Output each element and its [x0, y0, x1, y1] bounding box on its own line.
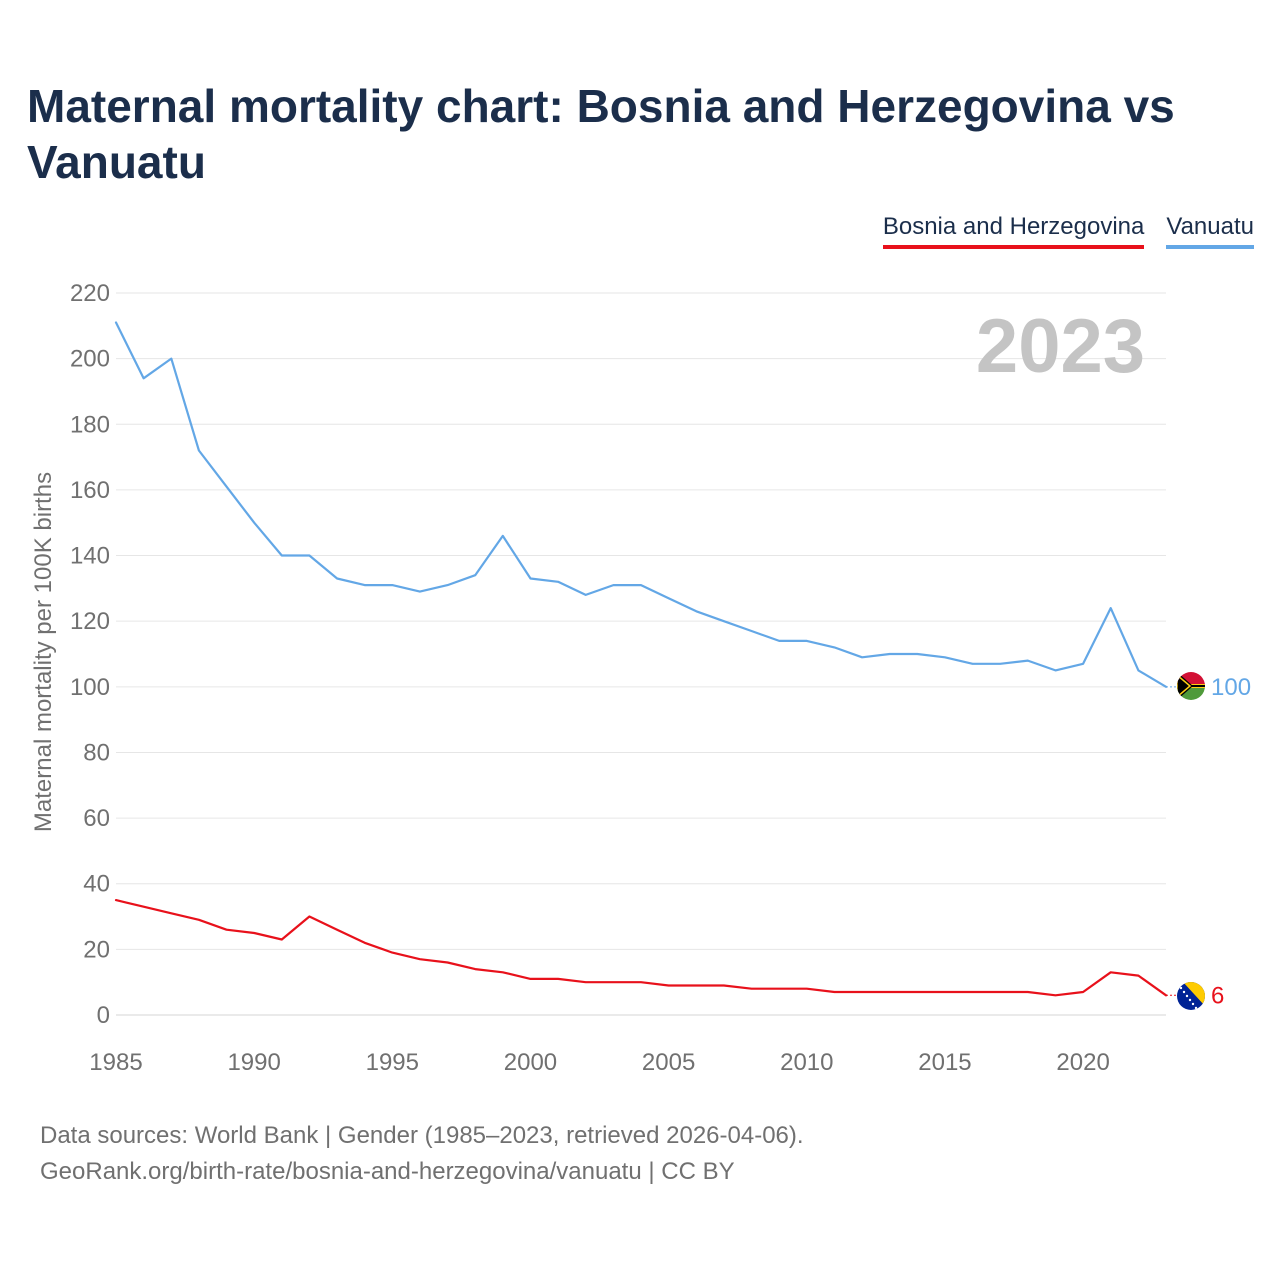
year-watermark: 2023 — [976, 304, 1145, 389]
y-tick-label: 40 — [83, 871, 110, 898]
x-tick-label: 2020 — [1056, 1049, 1109, 1076]
x-tick-label: 2010 — [780, 1049, 833, 1076]
y-axis-label: Maternal mortality per 100K births — [30, 472, 57, 832]
y-tick-label: 180 — [70, 411, 110, 438]
y-tick-label: 80 — [83, 739, 110, 766]
series-line-bosnia-and-herzegovina — [114, 898, 1168, 997]
y-tick-label: 60 — [83, 805, 110, 832]
legend-item-vanuatu[interactable]: Vanuatu — [1166, 213, 1254, 249]
series-line-vanuatu — [114, 321, 1168, 688]
legend: Bosnia and Herzegovina Vanuatu — [882, 213, 1254, 249]
source-note: Data sources: World Bank | Gender (1985–… — [40, 1118, 804, 1190]
source-line-2[interactable]: GeoRank.org/birth-rate/bosnia-and-herzeg… — [40, 1158, 735, 1185]
vanuatu-flag-icon — [1177, 672, 1205, 700]
chart-title: Maternal mortality chart: Bosnia and Her… — [27, 80, 1175, 188]
bosnia-and-herzegovina-flag-icon — [1177, 982, 1205, 1010]
x-tick-label: 2015 — [918, 1049, 971, 1076]
y-tick-label: 220 — [70, 280, 110, 307]
x-tick-label: 1985 — [89, 1049, 142, 1076]
y-tick-label: 200 — [70, 346, 110, 373]
x-tick-label: 2005 — [642, 1049, 695, 1076]
x-tick-label: 2000 — [504, 1049, 557, 1076]
y-tick-label: 160 — [70, 477, 110, 504]
series-end-label-bosnia-and-herzegovina: 6 — [1211, 982, 1224, 1009]
y-tick-label: 20 — [83, 936, 110, 963]
y-tick-label: 140 — [70, 543, 110, 570]
y-tick-label: 0 — [97, 1002, 110, 1029]
legend-item-bosnia-and-herzegovina[interactable]: Bosnia and Herzegovina — [882, 213, 1145, 249]
x-tick-label: 1990 — [227, 1049, 280, 1076]
source-line-1: Data sources: World Bank | Gender (1985–… — [40, 1122, 804, 1149]
x-tick-label: 1995 — [366, 1049, 419, 1076]
series-end-label-vanuatu: 100 — [1211, 674, 1251, 701]
y-tick-label: 100 — [70, 674, 110, 701]
y-tick-label: 120 — [70, 608, 110, 635]
